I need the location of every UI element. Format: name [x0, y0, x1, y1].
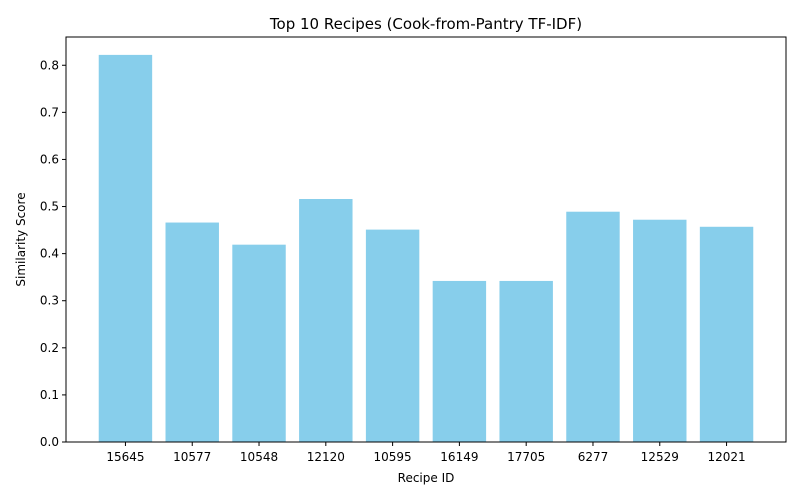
x-tick-label: 17705 [507, 450, 545, 464]
x-tick-label: 16149 [440, 450, 478, 464]
x-tick-label: 10577 [173, 450, 211, 464]
x-tick-label: 12021 [707, 450, 745, 464]
y-tick-label: 0.5 [40, 200, 59, 214]
x-tick-label: 10548 [240, 450, 278, 464]
plot-area-frame [65, 36, 787, 443]
x-axis-label: Recipe ID [398, 471, 455, 485]
x-tick-label: 10595 [374, 450, 412, 464]
y-tick-label: 0.0 [40, 435, 59, 449]
bar-16149 [432, 280, 487, 442]
y-axis-ticks: 0.0 0.1 0.2 0.3 0.4 0.5 0.6 0.7 0.8 [40, 58, 66, 449]
x-tick-label: 12120 [307, 450, 345, 464]
bar-12021 [699, 226, 754, 442]
bar-15645 [98, 54, 153, 442]
y-tick-label: 0.6 [40, 152, 59, 166]
bar-10577 [165, 222, 219, 442]
chart-title: Top 10 Recipes (Cook-from-Pantry TF-IDF) [269, 15, 582, 33]
y-tick-label: 0.2 [40, 341, 59, 355]
y-tick-label: 0.1 [40, 388, 59, 402]
y-axis-label: Similarity Score [14, 192, 28, 286]
y-tick-label: 0.7 [40, 105, 59, 119]
bar-12529 [633, 219, 687, 442]
bar-6277 [566, 211, 620, 442]
y-tick-label: 0.8 [40, 58, 59, 72]
bar-10595 [365, 229, 420, 442]
x-axis-ticks: 15645 10577 10548 12120 10595 16149 17705 6277 1… [106, 442, 746, 464]
bar-12120 [299, 199, 353, 442]
bar-17705 [499, 280, 553, 442]
x-tick-label: 15645 [106, 450, 144, 464]
bars-group [98, 54, 754, 442]
y-tick-label: 0.3 [40, 294, 59, 308]
bar-10548 [232, 244, 286, 442]
x-tick-label: 12529 [641, 450, 679, 464]
y-tick-label: 0.4 [40, 247, 59, 261]
x-tick-label: 6277 [578, 450, 609, 464]
